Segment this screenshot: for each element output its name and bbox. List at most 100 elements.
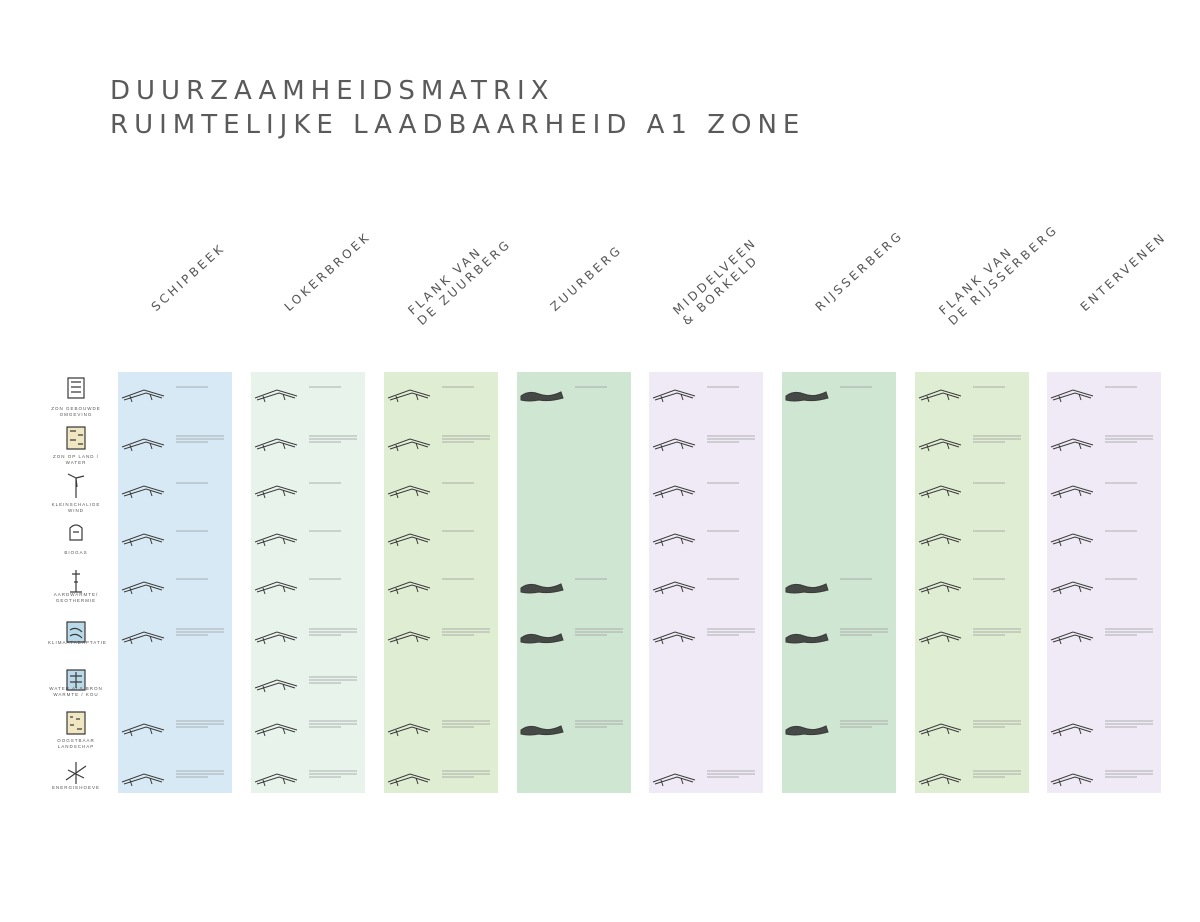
cell-note	[176, 530, 208, 532]
geothermal-icon	[64, 566, 88, 596]
cell-note	[176, 720, 224, 728]
cell-sketch	[1050, 631, 1094, 645]
solar-roof-icon	[64, 374, 88, 404]
cell-sketch	[387, 773, 431, 787]
cell-note	[1105, 770, 1153, 778]
cell-sketch	[1050, 389, 1094, 403]
cell-sketch	[121, 438, 165, 452]
matrix-column	[1047, 372, 1161, 793]
cell-sketch	[918, 533, 962, 547]
matrix-column	[915, 372, 1029, 793]
cell-sketch	[785, 725, 829, 736]
cell-note	[973, 770, 1021, 778]
cell-note	[176, 628, 224, 636]
cell-note	[309, 386, 341, 388]
matrix-column	[649, 372, 763, 793]
title-line-2: RUIMTELIJKE LAADBAARHEID A1 ZONE	[110, 110, 806, 140]
row-label: KLIMAATADAPTATIE	[48, 640, 107, 645]
cell-note	[707, 435, 755, 443]
cell-sketch	[918, 389, 962, 403]
cell-note	[309, 676, 357, 684]
cell-sketch	[387, 723, 431, 737]
cell-note	[840, 578, 872, 580]
cell-sketch	[387, 438, 431, 452]
title-line-1: DUURZAAMHEIDSMATRIX	[110, 76, 555, 106]
cell-sketch	[520, 725, 564, 736]
cell-note	[575, 578, 607, 580]
cell-sketch	[918, 773, 962, 787]
cell-sketch	[652, 485, 696, 499]
cell-note	[442, 482, 474, 484]
cell-sketch	[652, 389, 696, 403]
biogas-icon	[64, 518, 88, 548]
cell-sketch	[785, 583, 829, 594]
cell-note	[442, 530, 474, 532]
cell-note	[442, 770, 490, 778]
row-label: OOGSTBAAR LANDSCHAP	[57, 738, 95, 749]
row-label: BIOGAS	[64, 550, 88, 555]
cell-note	[309, 628, 357, 636]
cell-note	[1105, 628, 1153, 636]
cell-sketch	[387, 485, 431, 499]
cell-note	[707, 530, 739, 532]
cell-note	[309, 578, 341, 580]
cell-note	[1105, 386, 1137, 388]
cell-sketch	[1050, 485, 1094, 499]
cell-note	[1105, 530, 1137, 532]
cell-note	[707, 578, 739, 580]
cell-note	[575, 628, 623, 636]
cell-note	[973, 435, 1021, 443]
row-label: ZON OP LAND / WATER	[53, 454, 99, 465]
cell-note	[1105, 720, 1153, 728]
energy-farm-icon	[64, 758, 88, 788]
row-label: WATER ALS BRON WARMTE / KOU	[49, 686, 103, 697]
cell-sketch	[652, 773, 696, 787]
cell-sketch	[1050, 773, 1094, 787]
cell-note	[442, 435, 490, 443]
cell-sketch	[652, 438, 696, 452]
cell-sketch	[254, 631, 298, 645]
matrix-column	[782, 372, 896, 793]
cell-sketch	[652, 581, 696, 595]
cell-sketch	[918, 485, 962, 499]
cell-note	[973, 386, 1005, 388]
column-label: LOKERBROEK	[281, 229, 374, 314]
harvest-landscape-icon	[64, 708, 88, 738]
cell-note	[176, 578, 208, 580]
row-label: AARDWARMTE/ GEOTHERMIE	[53, 592, 99, 603]
cell-note	[1105, 482, 1137, 484]
cell-note	[442, 386, 474, 388]
cell-sketch	[254, 438, 298, 452]
cell-note	[176, 386, 208, 388]
cell-sketch	[1050, 438, 1094, 452]
matrix-column	[517, 372, 631, 793]
row-label: ZON GEBOUWDE OMGEVING	[51, 406, 101, 417]
cell-note	[442, 628, 490, 636]
water-source-icon	[64, 664, 88, 694]
cell-note	[176, 482, 208, 484]
cell-note	[309, 482, 341, 484]
column-label: SCHIPBEEK	[148, 240, 228, 314]
cell-sketch	[918, 438, 962, 452]
cell-note	[309, 530, 341, 532]
cell-note	[575, 720, 623, 728]
cell-sketch	[254, 389, 298, 403]
cell-note	[973, 482, 1005, 484]
solar-field-icon	[64, 423, 88, 453]
cell-note	[840, 386, 872, 388]
cell-note	[973, 578, 1005, 580]
cell-note	[840, 628, 888, 636]
cell-sketch	[785, 633, 829, 644]
cell-note	[707, 386, 739, 388]
cell-sketch	[918, 581, 962, 595]
cell-sketch	[254, 679, 298, 693]
cell-sketch	[520, 391, 564, 402]
cell-sketch	[785, 391, 829, 402]
cell-note	[309, 435, 357, 443]
cell-sketch	[121, 773, 165, 787]
cell-sketch	[1050, 533, 1094, 547]
matrix-column	[118, 372, 232, 793]
cell-sketch	[121, 631, 165, 645]
cell-sketch	[121, 723, 165, 737]
cell-sketch	[254, 723, 298, 737]
